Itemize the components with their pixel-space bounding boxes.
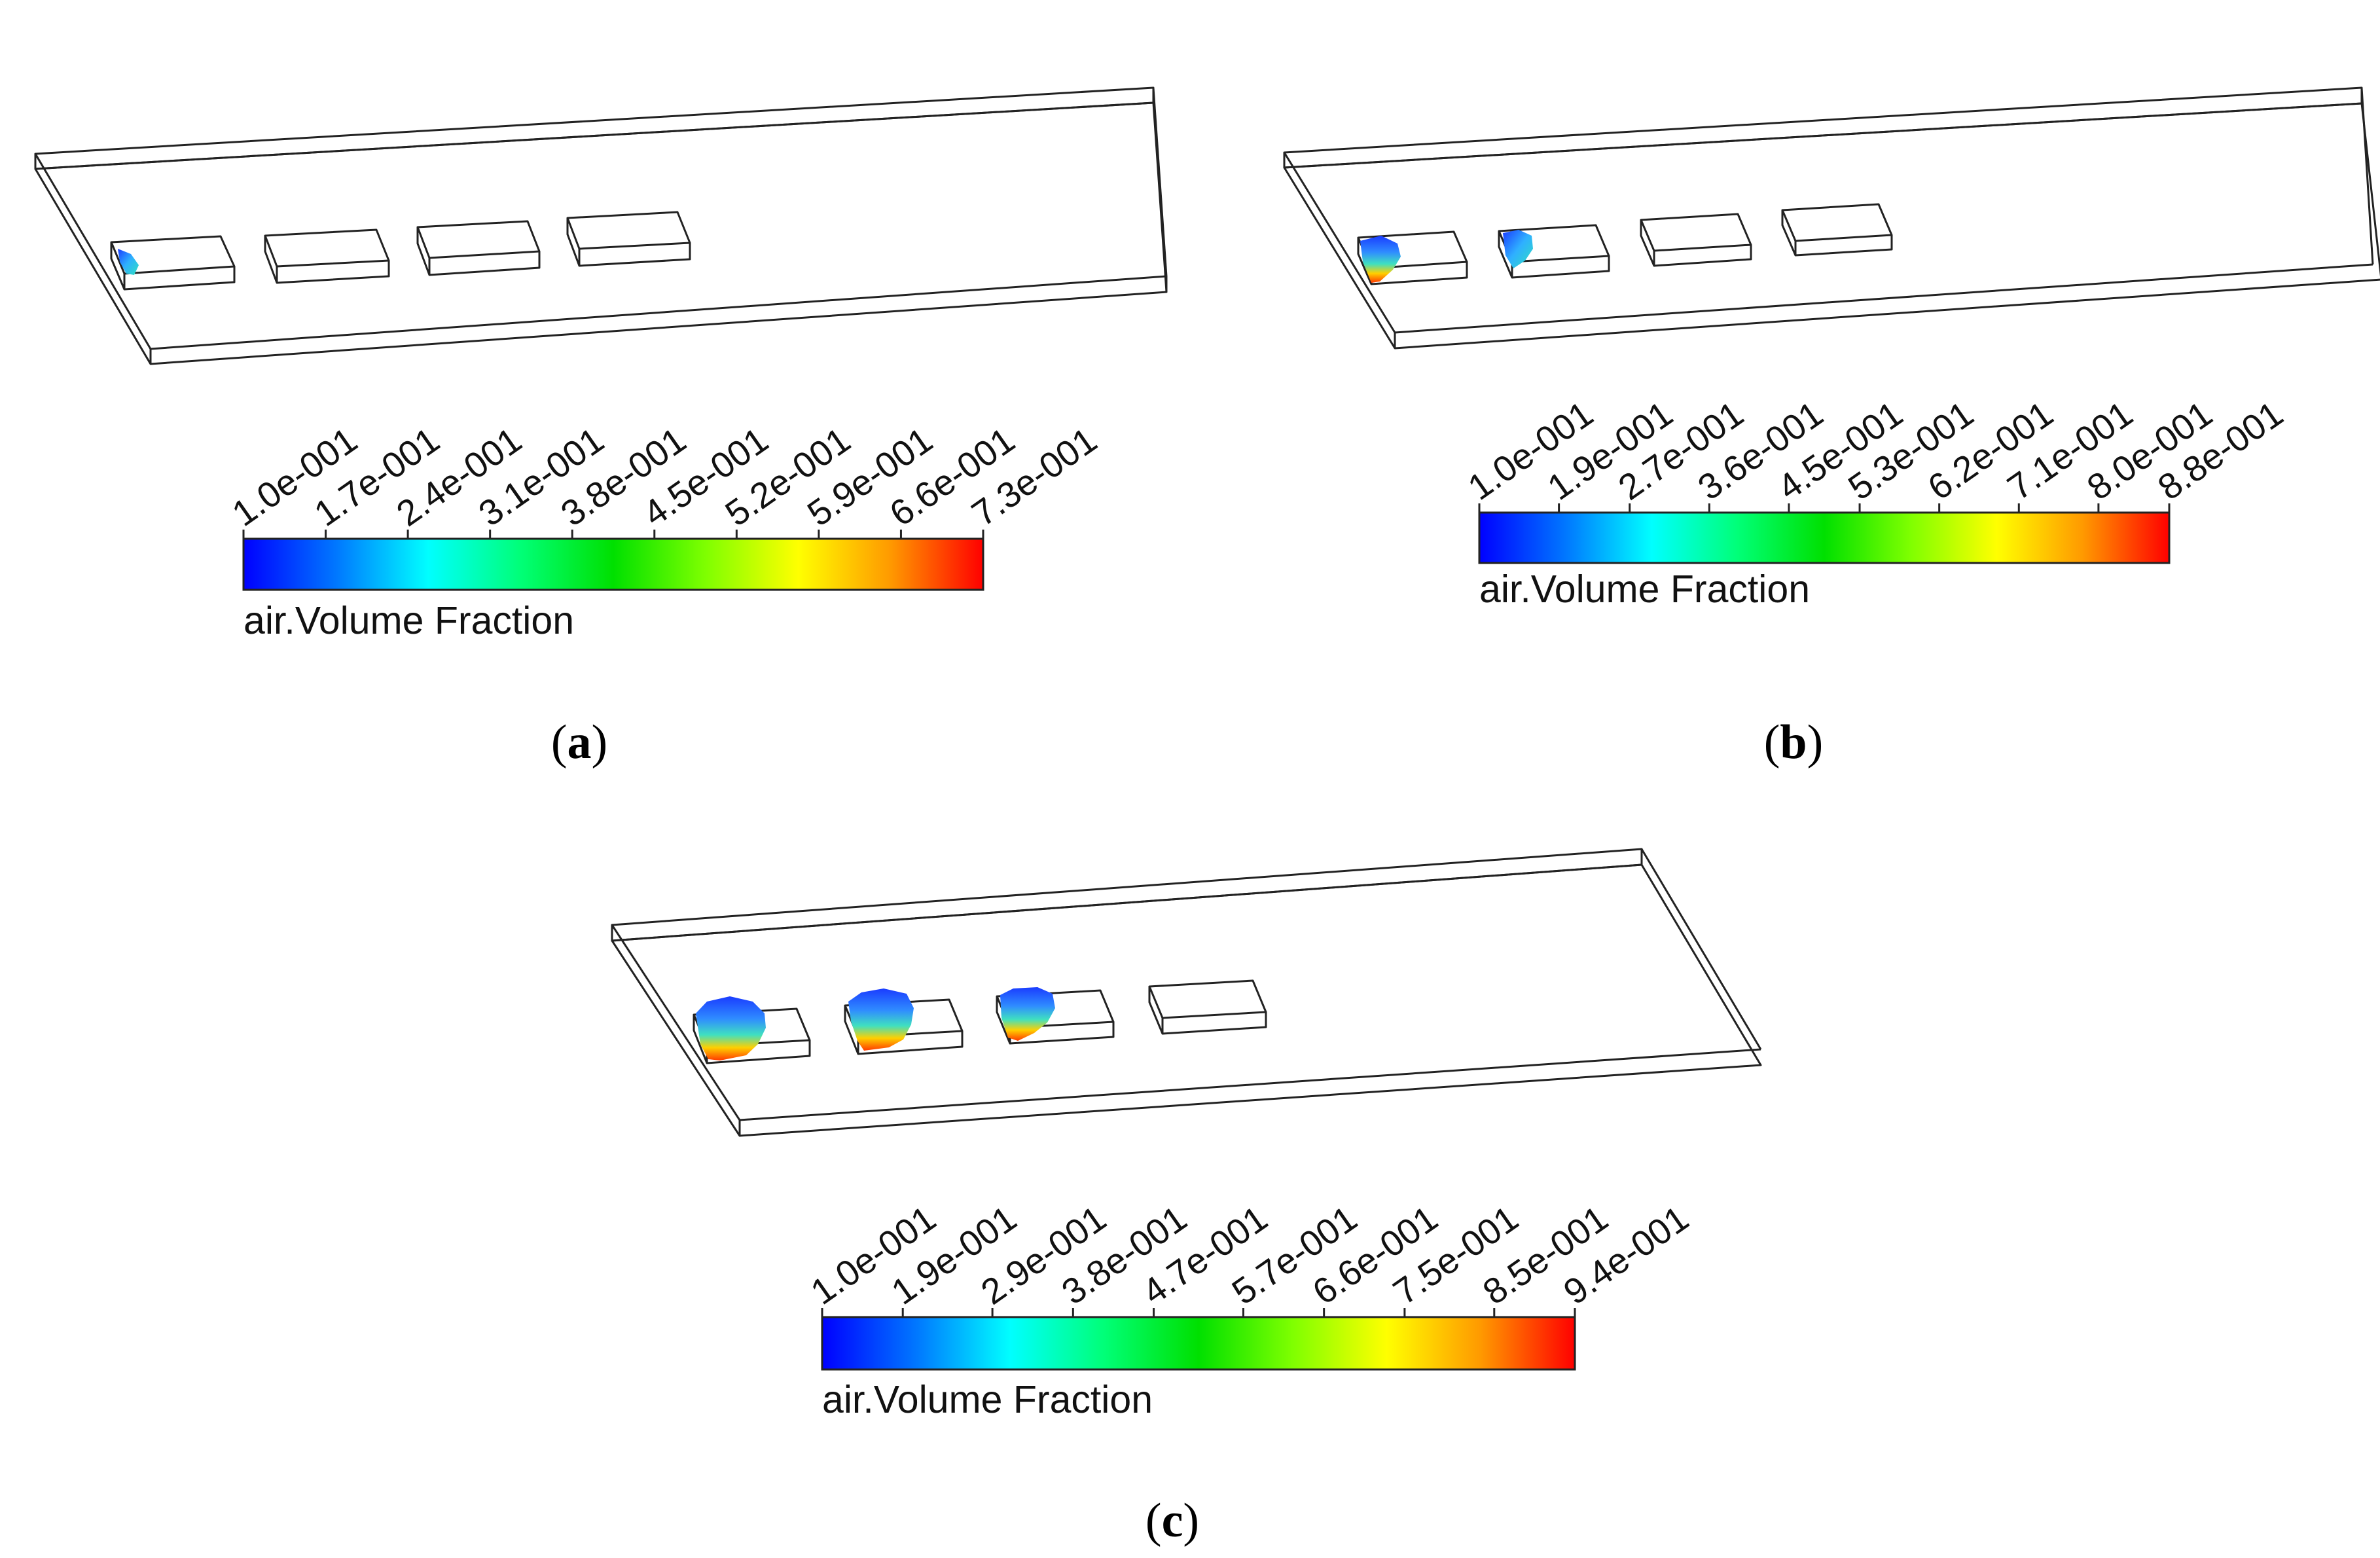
tick-marks xyxy=(821,1308,1576,1317)
cavity-2 xyxy=(264,228,390,284)
panel-caption: (a) xyxy=(551,716,607,769)
legend-title: air.Volume Fraction xyxy=(1479,568,1810,611)
panel-caption: (c) xyxy=(1145,1494,1199,1548)
legend: 1.0e-0011.9e-0012.9e-0013.8e-0014.7e-001… xyxy=(803,1197,1695,1421)
geometry-plate xyxy=(34,86,1168,365)
air-blob xyxy=(118,249,139,275)
tick-labels: 1.0e-0011.7e-0012.4e-0013.1e-0013.8e-001… xyxy=(225,419,1104,534)
air-blob xyxy=(696,996,766,1060)
cavities xyxy=(110,211,691,291)
air-blob xyxy=(1360,236,1401,283)
cavities xyxy=(1357,203,1893,285)
panel-b: 1.0e-0011.9e-0012.7e-0013.6e-0014.5e-001… xyxy=(1283,86,2380,769)
legend-title: air.Volume Fraction xyxy=(822,1378,1153,1421)
geometry-plate xyxy=(611,848,1762,1137)
tick-marks xyxy=(242,530,984,539)
tick-marks xyxy=(1478,503,2171,513)
legend-title: air.Volume Fraction xyxy=(243,599,574,642)
panel-caption: (b) xyxy=(1764,716,1823,769)
cavity-4 xyxy=(1148,979,1267,1035)
color-bar xyxy=(1479,513,2169,563)
color-bar xyxy=(243,539,983,590)
panel-a: 1.0e-0011.7e-0012.4e-0013.1e-0013.8e-001… xyxy=(34,86,1168,769)
cavity-1 xyxy=(110,235,236,291)
cavity-2 xyxy=(1498,224,1610,279)
cavity-1 xyxy=(1357,230,1468,285)
tick-labels: 1.0e-0011.9e-0012.7e-0013.6e-0014.5e-001… xyxy=(1460,393,2290,507)
panel-c: 1.0e-0011.9e-0012.9e-0013.8e-0014.7e-001… xyxy=(611,848,1762,1548)
cavity-3 xyxy=(996,987,1115,1045)
cavity-3 xyxy=(1640,213,1752,267)
air-blob xyxy=(1000,987,1055,1041)
cavity-4 xyxy=(1781,203,1893,257)
air-blob xyxy=(848,988,914,1051)
cavity-2 xyxy=(844,988,964,1055)
geometry-plate xyxy=(1283,86,2380,350)
cavity-1 xyxy=(693,996,811,1064)
tick-labels: 1.0e-0011.9e-0012.9e-0013.8e-0014.7e-001… xyxy=(803,1197,1695,1312)
cavities xyxy=(693,979,1267,1064)
color-bar xyxy=(822,1317,1575,1369)
legend: 1.0e-0011.9e-0012.7e-0013.6e-0014.5e-001… xyxy=(1460,393,2290,611)
cavity-4 xyxy=(566,211,691,267)
legend: 1.0e-0011.7e-0012.4e-0013.1e-0013.8e-001… xyxy=(225,419,1104,642)
air-blob xyxy=(1503,230,1533,268)
cavity-3 xyxy=(416,220,541,276)
